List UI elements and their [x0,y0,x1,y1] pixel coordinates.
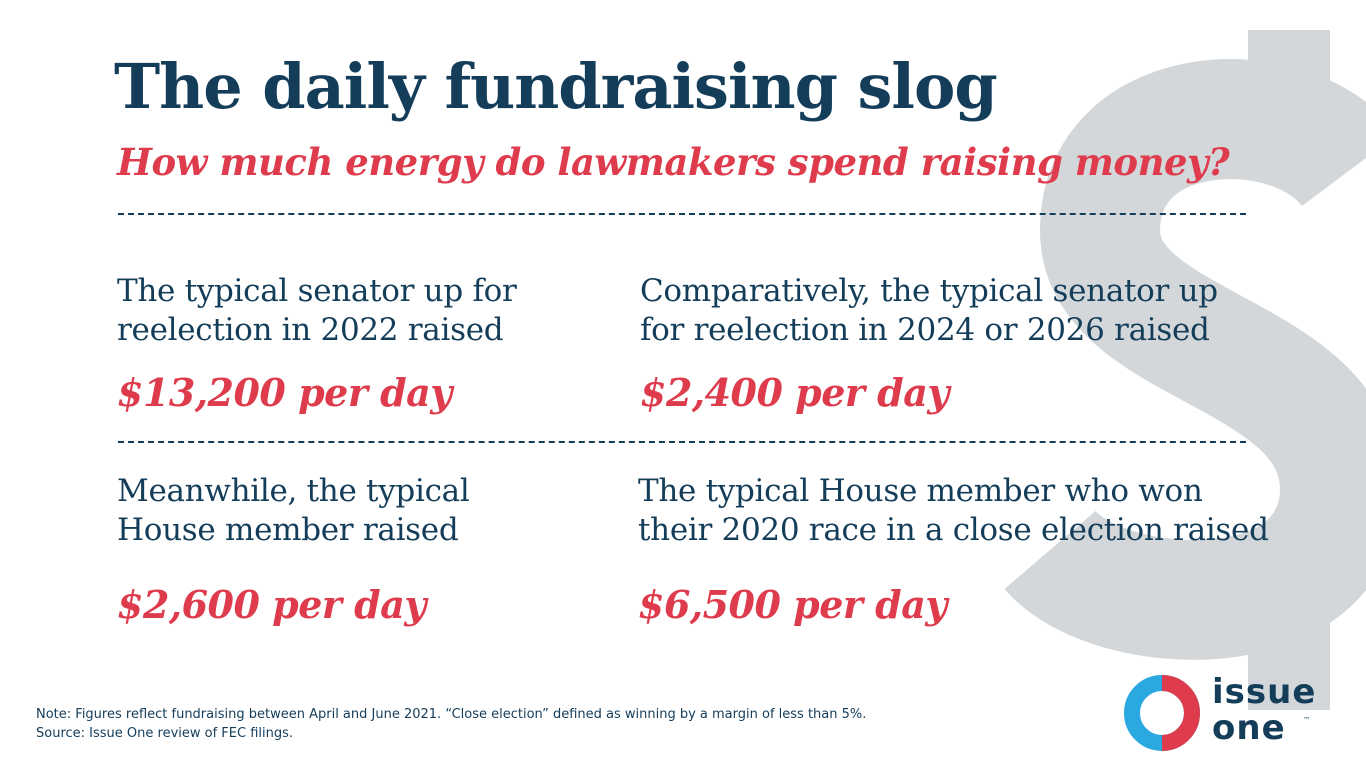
stat-description: Meanwhile, the typical House member rais… [117,473,470,548]
stat-amount: $2,600 per day [117,582,426,627]
stat-description: The typical senator up for reelection in… [117,273,517,348]
dollar-sign-icon [1004,30,1366,710]
stat-senator-2024-2026: Comparatively, the typical senator up fo… [640,272,1218,415]
middle-divider [118,441,1246,443]
stat-house-member: Meanwhile, the typical House member rais… [117,472,470,627]
stat-senator-2022: The typical senator up for reelection in… [117,272,517,415]
stat-description: The typical House member who won their 2… [638,473,1269,548]
issue-one-logo: issue one ™ [1120,672,1340,754]
stat-amount: $13,200 per day [117,370,452,415]
stat-description: Comparatively, the typical senator up fo… [640,273,1218,348]
top-divider [118,213,1246,215]
page-subtitle: How much energy do lawmakers spend raisi… [117,140,1230,184]
logo-wordmark: issue one [1212,672,1317,748]
issue-one-ring-icon [1124,675,1201,751]
stat-amount: $6,500 per day [638,582,947,627]
trademark-symbol: ™ [1303,716,1310,724]
stat-house-close-election: The typical House member who won their 2… [638,472,1269,627]
stat-amount: $2,400 per day [640,370,949,415]
source-line: Source: Issue One review of FEC filings. [36,726,294,741]
footnote: Note: Figures reflect fundraising betwee… [36,705,866,743]
page-title: The daily fundraising slog [114,50,998,123]
note-line: Note: Figures reflect fundraising betwee… [36,707,867,722]
